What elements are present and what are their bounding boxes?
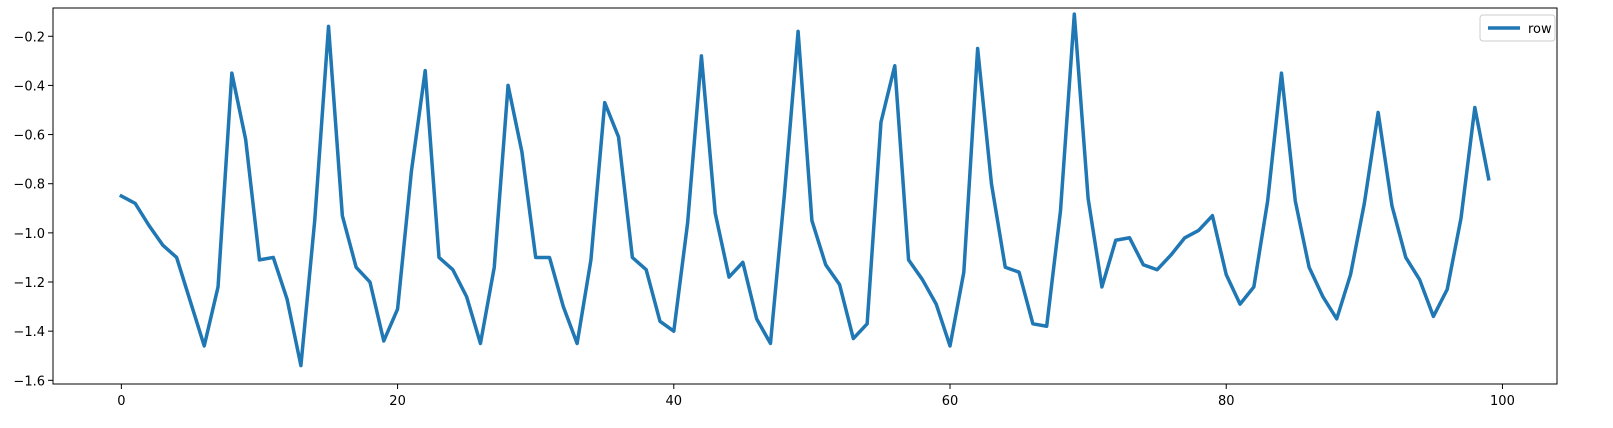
x-tick-label-100: 100 — [1490, 394, 1515, 409]
y-tick-label-1: −1.4 — [13, 325, 45, 340]
legend-label-row: row — [1528, 22, 1552, 37]
axes: 0 20 40 60 80 100 −1.6 −1.4 −1.2 −1.0 −0.8 −0.6 −0.4… — [13, 7, 1558, 409]
series-line-row — [118, 12, 1491, 368]
y-tick-label-5: −0.6 — [13, 129, 45, 144]
legend: row — [1479, 14, 1556, 42]
y-tick-label-4: −0.8 — [13, 178, 45, 193]
y-tick-label-7: −0.2 — [13, 30, 45, 45]
x-tick-label-40: 40 — [666, 394, 683, 409]
plot-area — [118, 12, 1491, 368]
x-tick-label-80: 80 — [1218, 394, 1235, 409]
y-tick-label-0: −1.6 — [13, 374, 45, 389]
x-tick-label-0: 0 — [117, 394, 125, 409]
y-tick-label-2: −1.2 — [13, 276, 45, 291]
y-tick-label-3: −1.0 — [13, 227, 45, 242]
x-tick-label-60: 60 — [942, 394, 959, 409]
y-tick-label-6: −0.4 — [13, 79, 45, 94]
x-tick-label-20: 20 — [389, 394, 406, 409]
axes-frame — [52, 7, 1558, 385]
